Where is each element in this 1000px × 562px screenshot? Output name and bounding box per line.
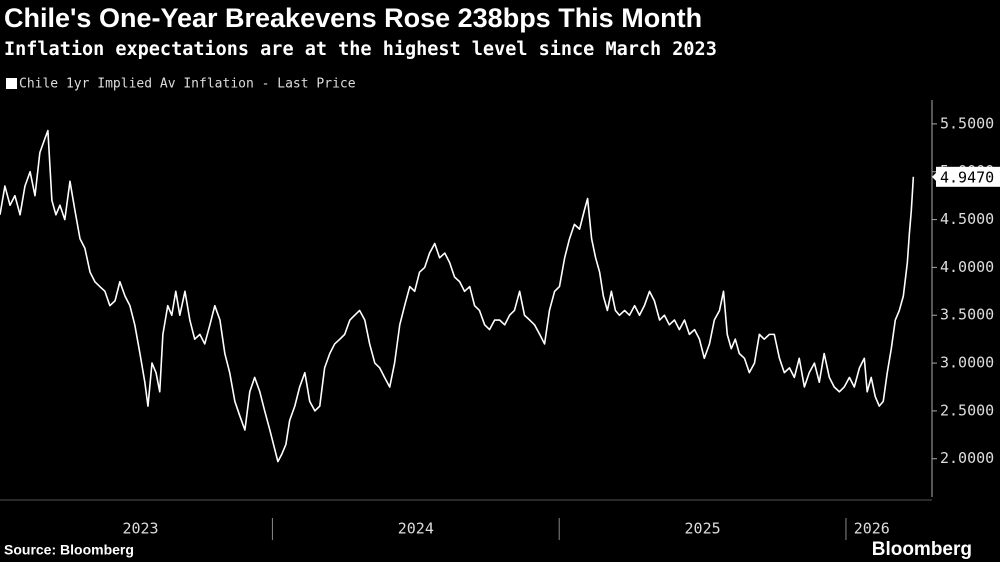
y-tick-label: 5.5000 — [940, 114, 994, 132]
x-tick-label: 2024 — [398, 520, 434, 538]
x-tick-label: 2025 — [685, 520, 721, 538]
y-tick-label: 4.5000 — [940, 210, 994, 228]
x-tick-label: 2023 — [122, 520, 158, 538]
legend-label: Chile 1yr Implied Av Inflation - Last Pr… — [19, 77, 356, 92]
series-line — [0, 129, 915, 463]
y-tick-label: 2.0000 — [940, 449, 994, 467]
y-tick-label: 2.5000 — [940, 401, 994, 419]
y-tick-label: 4.0000 — [940, 258, 994, 276]
last-price-label: 4.9470 — [940, 168, 994, 186]
chart-subtitle: Inflation expectations are at the highes… — [4, 39, 717, 60]
x-tick-label: 2026 — [854, 520, 890, 538]
last-price-pointer — [932, 171, 937, 182]
y-tick-label: 3.0000 — [940, 354, 994, 372]
last-price-box — [936, 166, 1000, 187]
y-tick-label: 3.5000 — [940, 306, 994, 324]
legend-swatch — [6, 78, 17, 89]
brand: Bloomberg — [872, 539, 972, 560]
source: Source: Bloomberg — [4, 542, 134, 558]
chart-title: Chile's One-Year Breakevens Rose 238bps … — [4, 3, 702, 33]
